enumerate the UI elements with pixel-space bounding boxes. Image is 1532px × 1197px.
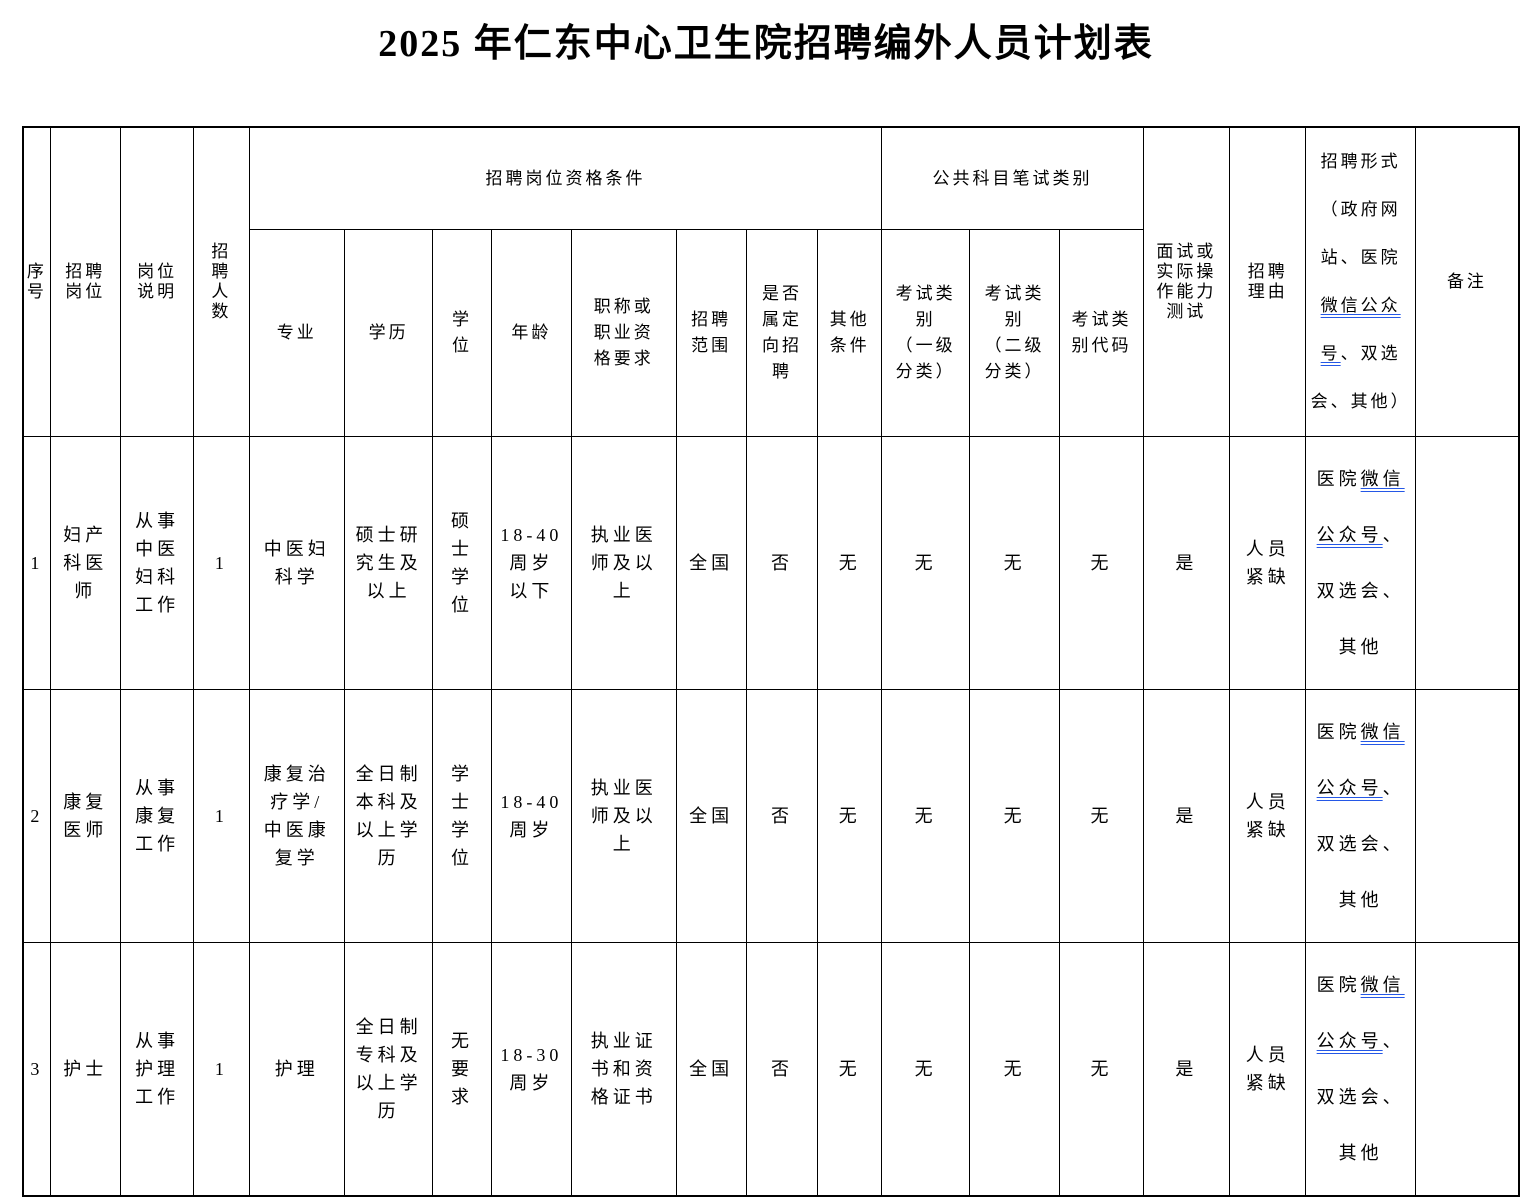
cell-age: 18-40 周岁 以下 <box>490 436 573 690</box>
cell-seq: 3 <box>22 942 51 1197</box>
cell-reason: 人员 紧缺 <box>1229 436 1307 690</box>
cell-title-req: 执业医 师及以 上 <box>571 436 677 690</box>
recruit-form-line: 微信公众 <box>1308 292 1413 320</box>
header-major: 专业 <box>248 229 345 437</box>
wechat-underlined-text: 号 <box>1320 344 1341 363</box>
cell-seq: 1 <box>22 436 51 690</box>
cell-exam2: 无 <box>968 689 1061 943</box>
header-reason: 招聘 理由 <box>1229 126 1307 437</box>
cell-other: 无 <box>817 436 883 690</box>
header-age: 年龄 <box>490 229 573 437</box>
header-other-conditions: 其他 条件 <box>817 229 883 437</box>
cell-targeted: 否 <box>745 689 819 943</box>
cell-targeted: 否 <box>745 942 819 1197</box>
header-exam-cat-2: 考试类 别 （二级 分类） <box>968 229 1061 437</box>
cell-remark <box>1414 942 1520 1197</box>
cell-age: 18-30 周岁 <box>490 942 573 1197</box>
cell-exam2: 无 <box>968 436 1061 690</box>
cell-exam2: 无 <box>968 942 1061 1197</box>
cell-seq: 2 <box>22 689 51 943</box>
cell-exam1: 无 <box>881 942 970 1197</box>
header-exam-code: 考试类 别代码 <box>1059 229 1144 437</box>
cell-scope: 全国 <box>675 689 747 943</box>
recruit-form-line: 招聘形式 <box>1320 152 1401 171</box>
page-title: 2025 年仁东中心卫生院招聘编外人员计划表 <box>378 23 1154 65</box>
cell-interview: 是 <box>1142 436 1231 690</box>
recruit-form-line: 会、其他） <box>1310 392 1411 411</box>
recruit-form-line: （政府网 <box>1320 200 1401 219</box>
cell-degree: 硕 士 学 位 <box>432 436 492 690</box>
wechat-underlined-text: 公众号 <box>1316 1031 1383 1051</box>
recruit-form-line: 号、双选 <box>1320 344 1401 363</box>
header-remark: 备注 <box>1414 126 1520 437</box>
cell-exam1: 无 <box>881 689 970 943</box>
recruitment-plan-table: 序 号 招聘 岗位 岗位 说明 招 聘 人 数 招聘岗位资格条件 公共科目笔试类… <box>22 126 1520 1197</box>
header-degree: 学 位 <box>432 229 492 437</box>
cell-reason: 人员 紧缺 <box>1229 689 1307 943</box>
header-recruit-form: 招聘形式 （政府网 站、医院 微信公众 号、双选 会、其他） <box>1305 126 1416 437</box>
cell-headcount: 1 <box>193 942 250 1197</box>
header-education: 学历 <box>343 229 434 437</box>
header-group-qualification: 招聘岗位资格条件 <box>248 126 883 231</box>
cell-education: 全日制 专科及 以上学 历 <box>343 942 434 1197</box>
cell-interview: 是 <box>1142 689 1231 943</box>
wechat-underlined-text: 公众号 <box>1316 778 1383 798</box>
header-seq: 序 号 <box>22 126 51 437</box>
header-position: 招聘 岗位 <box>49 126 121 437</box>
recruit-form-line: 站、医院 <box>1320 248 1401 267</box>
header-row-groups: 序 号 招聘 岗位 岗位 说明 招 聘 人 数 招聘岗位资格条件 公共科目笔试类… <box>22 126 1520 437</box>
cell-exam-code: 无 <box>1059 689 1144 943</box>
header-position-desc: 岗位 说明 <box>119 126 195 437</box>
cell-headcount: 1 <box>193 689 250 943</box>
cell-interview: 是 <box>1142 942 1231 1197</box>
cell-title-req: 执业证 书和资 格证书 <box>571 942 677 1197</box>
cell-major: 护理 <box>248 942 345 1197</box>
cell-desc: 从事 康复 工作 <box>119 689 195 943</box>
table-row: 2 康复 医师 从事 康复 工作 1 康复治 疗学/ 中医康 复学 全日制 本科… <box>22 689 1520 943</box>
cell-education: 硕士研 究生及 以上 <box>343 436 434 690</box>
cell-major: 康复治 疗学/ 中医康 复学 <box>248 689 345 943</box>
wechat-underlined-text: 微信 <box>1360 975 1405 995</box>
cell-scope: 全国 <box>675 436 747 690</box>
cell-reason: 人员 紧缺 <box>1229 942 1307 1197</box>
cell-scope: 全国 <box>675 942 747 1197</box>
header-group-written-test: 公共科目笔试类别 <box>881 126 1144 231</box>
cell-remark <box>1414 689 1520 943</box>
cell-education: 全日制 本科及 以上学 历 <box>343 689 434 943</box>
header-headcount: 招 聘 人 数 <box>193 126 250 437</box>
cell-recruit-form: 医院微信 公众号、 双选会、 其他 <box>1305 942 1416 1197</box>
header-title-req: 职称或 职业资 格要求 <box>571 229 677 437</box>
cell-exam1: 无 <box>881 436 970 690</box>
header-row-columns: 专业 学历 学 位 年龄 职称或 职业资 格要求 招聘 范围 是否 属定 向招 … <box>23 229 1519 437</box>
cell-title-req: 执业医 师及以 上 <box>571 689 677 943</box>
header-targeted: 是否 属定 向招 聘 <box>745 229 819 437</box>
header-exam-cat-1: 考试类 别 （一级 分类） <box>881 229 970 437</box>
cell-recruit-form: 医院微信 公众号、 双选会、 其他 <box>1305 689 1416 943</box>
cell-position: 妇产 科医 师 <box>49 436 121 690</box>
cell-other: 无 <box>817 689 883 943</box>
header-interview: 面试或 实际操 作能力 测试 <box>1142 126 1231 437</box>
cell-desc: 从事 中医 妇科 工作 <box>119 436 195 690</box>
wechat-underlined-text: 公众号 <box>1316 525 1383 545</box>
wechat-underlined-text: 微信公众 <box>1320 296 1401 315</box>
cell-exam-code: 无 <box>1059 942 1144 1197</box>
cell-degree: 学 士 学 位 <box>432 689 492 943</box>
wechat-underlined-text: 微信 <box>1360 469 1405 489</box>
cell-position: 护士 <box>49 942 121 1197</box>
cell-exam-code: 无 <box>1059 436 1144 690</box>
cell-remark <box>1414 436 1520 690</box>
cell-age: 18-40 周岁 <box>490 689 573 943</box>
cell-major: 中医妇 科学 <box>248 436 345 690</box>
cell-other: 无 <box>817 942 883 1197</box>
cell-targeted: 否 <box>745 436 819 690</box>
header-scope: 招聘 范围 <box>675 229 747 437</box>
cell-desc: 从事 护理 工作 <box>119 942 195 1197</box>
cell-position: 康复 医师 <box>49 689 121 943</box>
table-row: 1 妇产 科医 师 从事 中医 妇科 工作 1 中医妇 科学 硕士研 究生及 以… <box>22 436 1520 690</box>
table-row: 3 护士 从事 护理 工作 1 护理 全日制 专科及 以上学 历 无 要 求 1… <box>22 942 1520 1197</box>
wechat-underlined-text: 微信 <box>1360 722 1405 742</box>
cell-headcount: 1 <box>193 436 250 690</box>
cell-degree: 无 要 求 <box>432 942 492 1197</box>
cell-recruit-form: 医院微信 公众号、 双选会、 其他 <box>1305 436 1416 690</box>
